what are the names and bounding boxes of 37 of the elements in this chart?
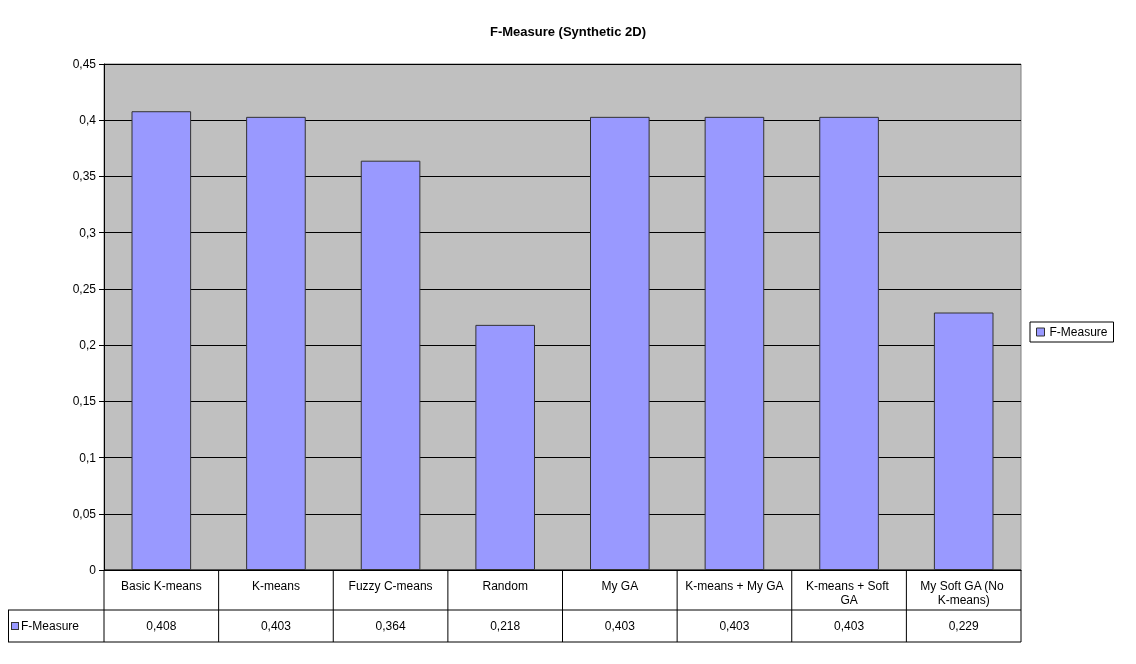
data-label: 0,403 [604, 619, 636, 633]
bar [246, 116, 306, 570]
bar [933, 312, 994, 570]
x-tick-label: My Soft GA (No K-means) [920, 579, 1008, 607]
y-tick-label: 0 [89, 563, 97, 577]
data-label: 0,408 [146, 619, 177, 633]
legend-label: F-Measure [1049, 325, 1108, 339]
y-tick-label: 0,35 [72, 169, 97, 184]
y-tick-label: 0,15 [72, 394, 97, 409]
y-tick-label: 0,1 [79, 450, 97, 465]
x-tick-label: K-means + Soft GA [805, 579, 893, 607]
data-label: 0,403 [719, 619, 750, 633]
x-tick-label: K-means [251, 579, 300, 593]
text: F-Measure [21, 619, 80, 633]
y-tick-label: 0,4 [79, 113, 97, 128]
y-tick-label: 0,25 [72, 281, 97, 296]
y-tick-label: 0,05 [72, 506, 97, 521]
bar [475, 324, 535, 570]
data-label: 0,229 [948, 619, 980, 633]
x-tick-label: Fuzzy C-means [348, 579, 433, 593]
y-tick-label: 0,45 [72, 57, 97, 71]
data-label: 0,403 [834, 619, 865, 633]
bar [360, 160, 421, 570]
x-tick-label: Random [482, 579, 528, 593]
chart-title: F-Measure (Synthetic 2D) [489, 24, 647, 39]
x-tick-label: My GA [601, 579, 639, 593]
data-label: 0,403 [260, 619, 292, 633]
x-tick-label: Basic K-means [120, 579, 202, 593]
data-label: 0,364 [375, 619, 406, 633]
data-label: 0,218 [490, 619, 521, 633]
x-tick-label: K-means + My GA [685, 579, 784, 593]
bar [131, 111, 192, 570]
bar [704, 116, 765, 570]
bar [590, 116, 650, 570]
y-tick-label: 0,2 [79, 338, 97, 353]
y-tick-label: 0,3 [79, 225, 97, 240]
bar [819, 116, 879, 570]
